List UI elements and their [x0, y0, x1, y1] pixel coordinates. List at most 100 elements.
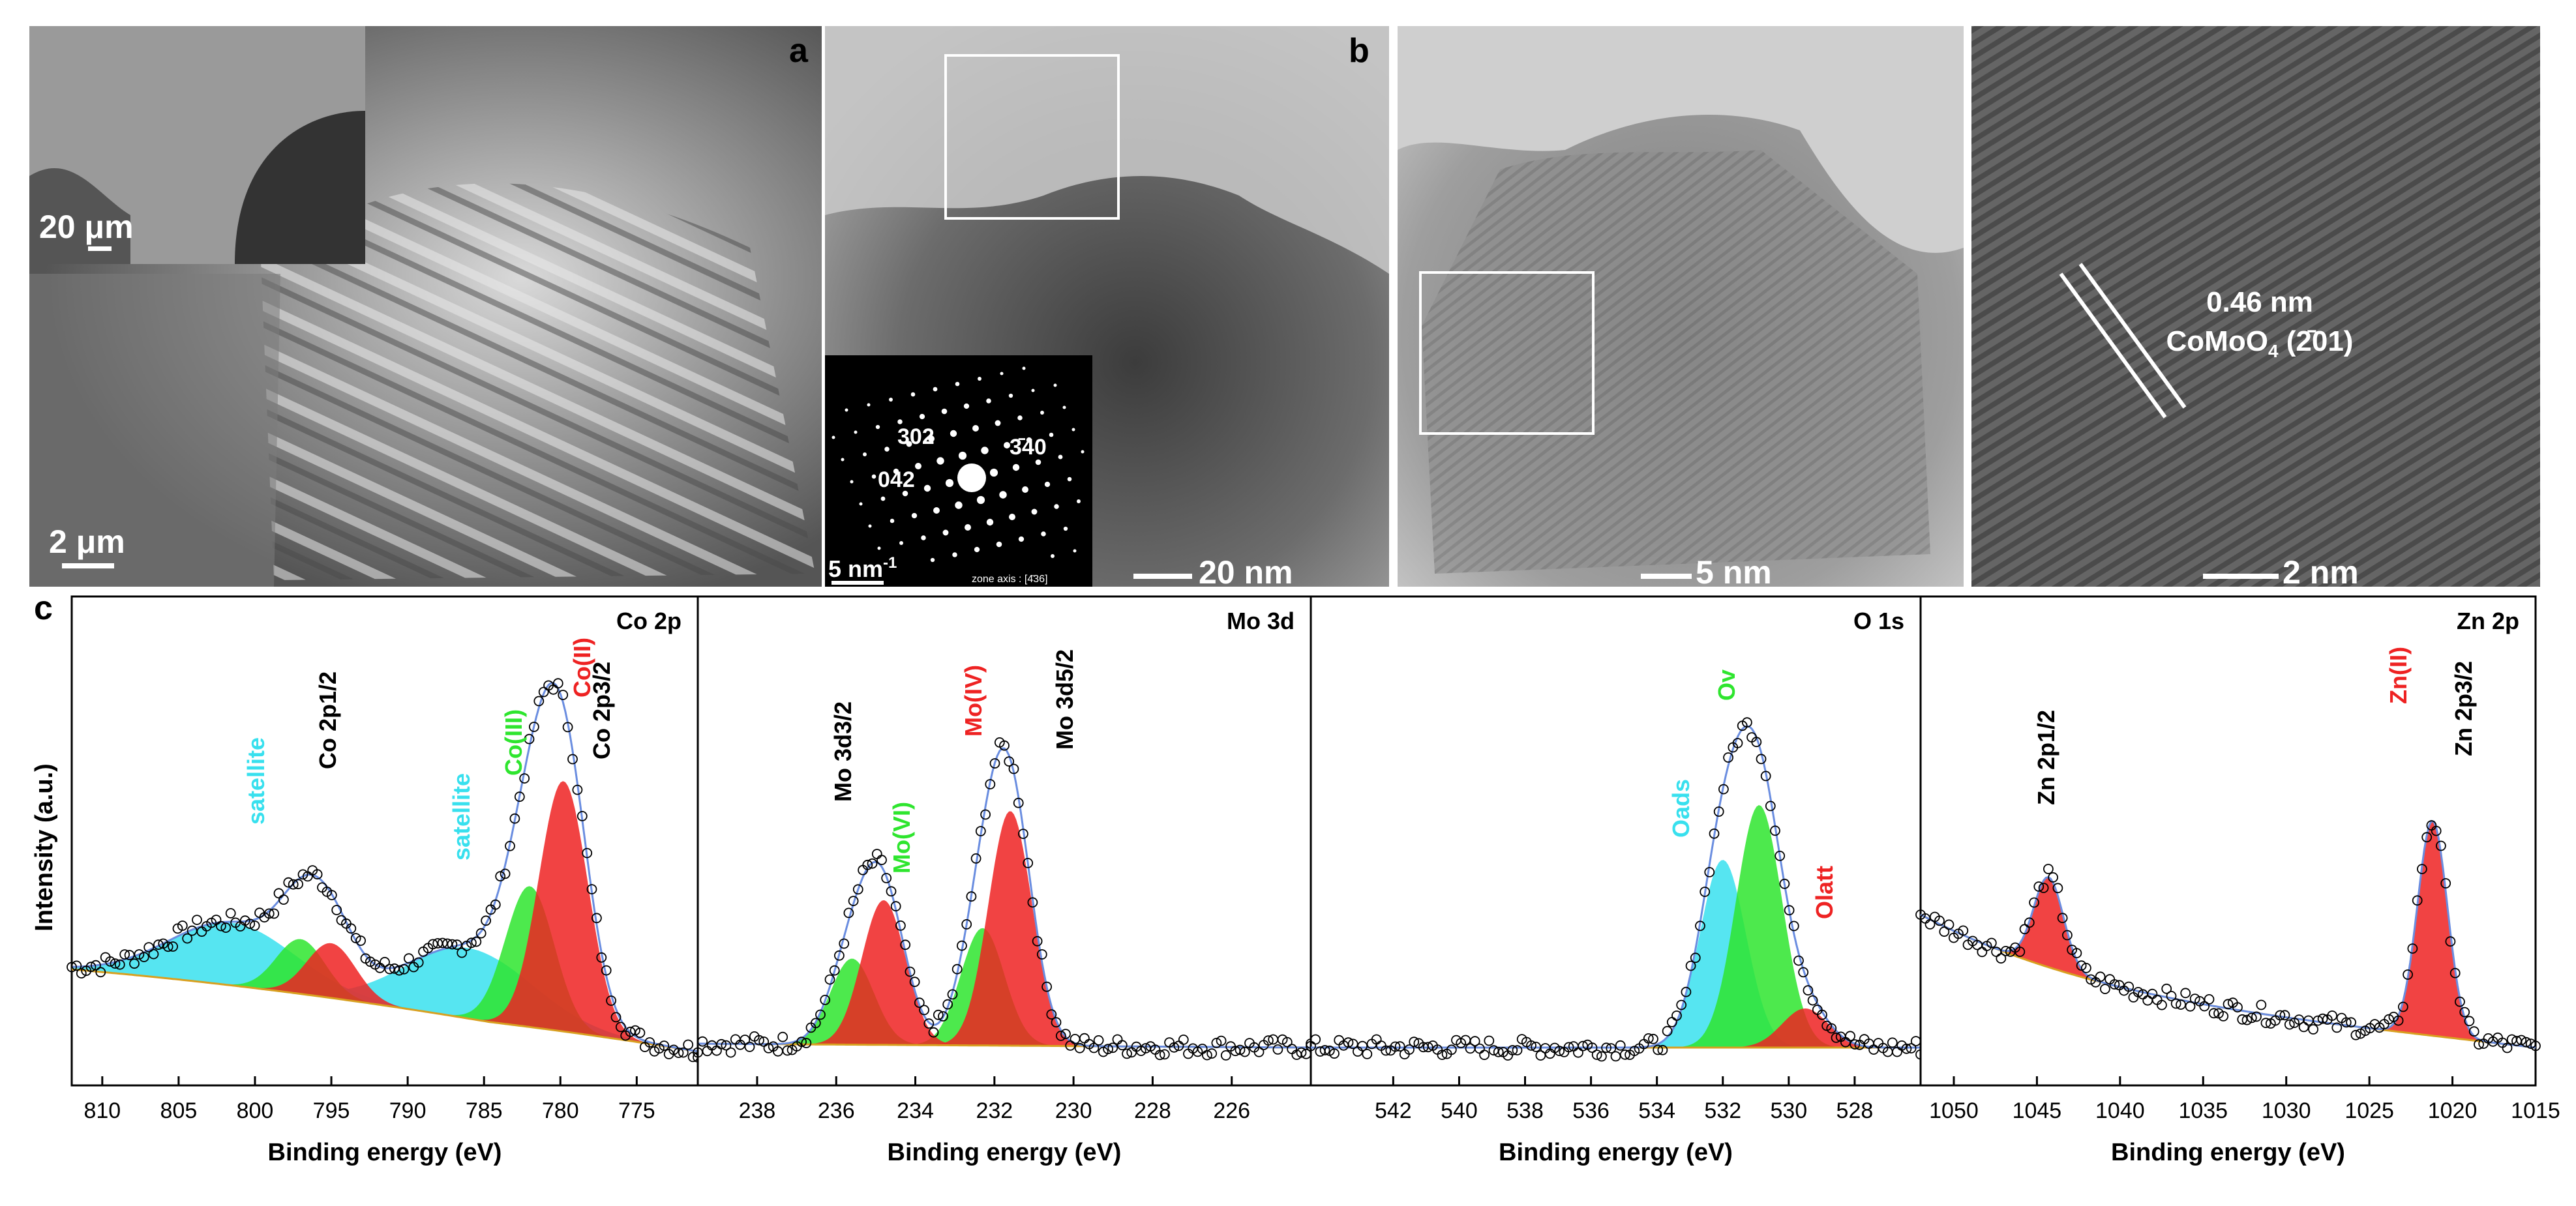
- saed-spot: [999, 491, 1007, 499]
- data-point: [630, 1025, 640, 1036]
- x-tick-label: 805: [160, 1098, 198, 1123]
- saed-spot: [936, 457, 944, 465]
- data-point: [129, 958, 140, 969]
- saed-spot: [942, 529, 949, 536]
- x-tick-label: 234: [897, 1098, 934, 1123]
- x-tick-label: 800: [237, 1098, 274, 1123]
- saed-spot: [1062, 405, 1066, 409]
- tem-3-scale-label: 2 nm: [2283, 554, 2359, 591]
- data-point: [2038, 883, 2049, 893]
- data-point: [413, 957, 424, 968]
- data-point: [1088, 1042, 1100, 1053]
- x-tick-label: 530: [1770, 1098, 1807, 1123]
- data-point: [697, 1036, 708, 1047]
- peak-O_v: [1311, 805, 1921, 1048]
- data-point: [852, 884, 863, 895]
- data-point: [1272, 1044, 1283, 1055]
- data-point: [2341, 1017, 2352, 1028]
- data-point: [1704, 867, 1715, 877]
- data-point: [1807, 995, 1818, 1006]
- data-point: [796, 1037, 807, 1048]
- data-point: [596, 952, 607, 963]
- data-point: [1023, 858, 1034, 868]
- peak-annotation: Co(III): [500, 709, 527, 776]
- data-point: [1535, 1050, 1546, 1061]
- data-point: [350, 933, 361, 943]
- data-point: [538, 686, 549, 698]
- data-point: [1831, 1033, 1842, 1043]
- data-point: [1775, 851, 1786, 861]
- peak-satellite: [72, 922, 698, 1052]
- data-point: [572, 784, 583, 795]
- x-tick-label: 775: [618, 1098, 655, 1123]
- saed-spot: [1063, 526, 1068, 531]
- panel-c-letter: c: [34, 589, 53, 627]
- saed-spot: [867, 403, 871, 407]
- data-point: [2435, 840, 2446, 851]
- data-point: [2208, 1008, 2219, 1019]
- saed-spot: [1067, 477, 1072, 482]
- data-point: [957, 940, 967, 951]
- data-point: [1469, 1036, 1480, 1047]
- data-point: [1055, 1031, 1066, 1041]
- xps-chart-3: Zn 2p 1050 1045 1040 1035 1030 1025 1020 1015 Bin…: [1915, 595, 2560, 1166]
- data-point: [1046, 1009, 1057, 1020]
- saed-spot: [868, 524, 872, 528]
- data-point: [1004, 756, 1015, 767]
- data-point: [2029, 897, 2040, 908]
- sem-fiber-texture: [261, 183, 815, 580]
- x-tick-label: 1030: [2262, 1098, 2311, 1123]
- data-point: [490, 899, 501, 910]
- tem-2-lattice: [1422, 150, 1930, 574]
- data-point: [606, 995, 616, 1006]
- data-point: [1648, 1033, 1658, 1044]
- xps-chart-1: Mo 3d 238 236 234 232 230 228 226 Binding energy…: [693, 595, 1316, 1166]
- data-point: [1526, 1040, 1536, 1051]
- tem-1-background: [825, 26, 1389, 274]
- data-point: [1723, 752, 1734, 763]
- data-point: [2133, 987, 2144, 997]
- data-point: [890, 901, 901, 912]
- data-point: [586, 884, 597, 894]
- sem-inset-scale-label: 20 μm: [39, 209, 134, 245]
- data-point: [1803, 985, 1814, 996]
- data-point: [1107, 1042, 1118, 1053]
- saed-spot: [976, 495, 985, 505]
- sem-inset-pore: [235, 111, 365, 264]
- data-point: [524, 733, 535, 744]
- peak-annotation: satellite: [243, 737, 269, 825]
- saed-spot: [986, 398, 991, 404]
- x-tick-label: 534: [1638, 1098, 1675, 1123]
- saed-spot: [854, 430, 858, 434]
- data-point: [1770, 825, 1780, 836]
- data-point: [1591, 1050, 1602, 1060]
- saed-spot: [1058, 454, 1063, 460]
- saed-label-042: 042: [878, 467, 915, 492]
- data-point: [1008, 763, 1019, 774]
- saed-spot: [831, 435, 835, 439]
- data-point: [2331, 1022, 2343, 1033]
- data-point: [249, 920, 260, 931]
- x-tick-label: 795: [313, 1098, 350, 1123]
- data-point: [1653, 1044, 1664, 1055]
- data-point: [288, 879, 299, 890]
- data-point: [1939, 926, 1950, 937]
- y-axis-label: Intensity (a.u.): [31, 763, 58, 932]
- x-tick-label: 230: [1055, 1098, 1092, 1123]
- data-point: [1216, 1035, 1227, 1046]
- saed-spot: [1051, 554, 1055, 558]
- data-point: [1901, 1043, 1912, 1054]
- data-point: [2024, 917, 2035, 928]
- x-tick-label: 542: [1375, 1098, 1412, 1123]
- x-tick-label: 236: [818, 1098, 855, 1123]
- panel-b-tem-high: 0.46 nm CoMoO4 (2̄01) 2 nm: [1971, 26, 2540, 591]
- data-point: [1343, 1037, 1354, 1048]
- data-point: [562, 722, 573, 733]
- data-point: [947, 989, 958, 1000]
- data-point: [1587, 1042, 1598, 1053]
- data-point: [76, 968, 87, 978]
- data-point: [471, 936, 482, 947]
- peak-annotation: Co(II): [569, 638, 595, 698]
- data-point: [829, 965, 840, 976]
- data-point: [495, 871, 506, 882]
